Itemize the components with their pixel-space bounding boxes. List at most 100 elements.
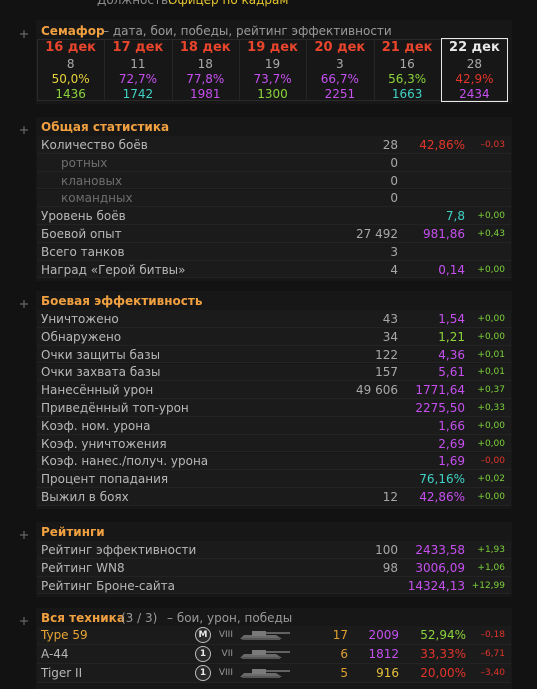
mastery-badge: 1 [195, 665, 211, 681]
stat-value: 1,69 [438, 454, 465, 469]
stat-delta: –0,00 [480, 456, 505, 467]
plus [20, 126, 28, 134]
expand-icon [20, 27, 28, 38]
stat-value: 42,86% [419, 490, 465, 504]
header-value: Офицер по кадрам [168, 0, 289, 7]
day-rating: 1742 [122, 87, 154, 101]
day-wins: 66,7% [320, 72, 359, 86]
expand-icon [20, 528, 28, 539]
stat-label: Выжил в боях [41, 490, 129, 504]
vehicle-count: (3 / 3) [121, 611, 158, 625]
stat-row [37, 399, 511, 417]
tank-icon [236, 647, 292, 661]
stat-row [37, 242, 511, 261]
day-date: 19 дек [247, 40, 298, 55]
day-rating: 1436 [55, 87, 86, 101]
stat-label: Коэф. уничтожения [41, 436, 167, 451]
vehicle-name: Tiger II [41, 666, 83, 680]
day-battles: 19 [264, 57, 281, 71]
vehicle-tier: VII [221, 649, 233, 659]
stat-value: 14324,13 [407, 578, 465, 593]
stat-label: Рейтинг Броне-сайта [41, 578, 176, 593]
expand-icon [20, 614, 28, 625]
mastery-text: M [198, 630, 208, 640]
stat-delta: +0,02 [477, 474, 505, 485]
section-title: Боевая эффективность [41, 294, 203, 308]
stat-label: Очки защиты базы [41, 347, 161, 362]
stat-delta: +0,43 [477, 229, 505, 239]
stat-delta: +0,01 [477, 349, 505, 360]
stat-value: 2433,58 [415, 543, 465, 557]
stat-label: Обнаружено [41, 329, 122, 344]
stat-label: Очки захвата базы [41, 365, 161, 380]
stat-row [37, 225, 511, 243]
vehicle-name: Type 59 [41, 628, 88, 642]
stat-label: Нанесённый урон [41, 383, 154, 398]
stat-label: Рейтинг WN8 [41, 560, 125, 575]
stat-row [37, 207, 511, 226]
semaphore-panel [36, 20, 512, 104]
tank-silhouette [240, 650, 290, 659]
stat-row [37, 171, 511, 190]
stat-row [37, 345, 511, 364]
current-day-box [440, 38, 509, 102]
vehicle-damage: 1812 [368, 647, 399, 661]
tank-icon [236, 628, 292, 642]
stat-value: 1,66 [438, 418, 465, 433]
stat-row [37, 541, 511, 559]
stat-label: Боевой опыт [41, 227, 122, 241]
stat-row [37, 381, 511, 400]
stat-delta: +0,37 [477, 385, 505, 396]
vehicle-damage: 2009 [368, 628, 399, 642]
stat-delta: +0,00 [477, 211, 505, 222]
tank-silhouette [240, 631, 290, 640]
vehicle-damage: 916 [376, 666, 399, 680]
stat-row [37, 434, 511, 453]
stat-value: 76,16% [419, 472, 465, 487]
stat-row [37, 260, 511, 279]
stat-value: 7,8 [445, 209, 465, 224]
stat-row [37, 363, 511, 382]
section-subtitle: – бои, урон, победы [167, 611, 293, 625]
vehicle-battles: 6 [340, 647, 348, 661]
day-battles: 18 [197, 57, 213, 71]
vehicle-delta: –6,71 [480, 649, 505, 659]
day-wins: 77,8% [186, 72, 225, 86]
stat-value: 1,54 [438, 312, 465, 326]
stat-count: 49 606 [356, 383, 398, 398]
stat-value: 1771,64 [415, 383, 465, 398]
stat-value: 2,69 [438, 436, 465, 451]
vehicle-winrate: 33,33% [420, 647, 466, 661]
stat-label: Приведённый топ-урон [41, 401, 189, 415]
tank-icon [236, 666, 292, 680]
stat-delta: +1,06 [477, 562, 505, 573]
stat-row [37, 470, 511, 489]
stat-value: 3006,09 [415, 560, 465, 575]
stat-row [37, 310, 511, 328]
column-divider [306, 40, 308, 100]
stat-row [37, 558, 511, 577]
stat-label: Рейтинг эффективности [41, 543, 197, 557]
column-divider [373, 40, 375, 100]
day-date: 21 дек [381, 40, 433, 55]
column-divider [171, 40, 173, 100]
stat-count: 0 [390, 173, 398, 188]
section-title: Общая статистика [41, 120, 170, 134]
expand-icon [20, 297, 28, 308]
stat-value: 42,86% [419, 138, 465, 152]
stat-count: 34 [382, 329, 398, 344]
stat-value: 1,21 [438, 329, 465, 344]
mastery-badge: M [195, 627, 211, 643]
stat-count: 0 [390, 155, 398, 170]
vehicle-tier: VIII [218, 668, 233, 678]
tank-silhouette [240, 669, 290, 678]
stat-count: 28 [382, 138, 398, 152]
day-date: 16 дек [45, 40, 97, 55]
stat-row [37, 136, 511, 154]
day-battles: 11 [130, 57, 146, 71]
stat-delta: +0,01 [477, 367, 505, 378]
day-date: 20 дек [314, 40, 366, 55]
section-subtitle: – дата, бои, победы, рейтинг эффективнос… [103, 24, 392, 38]
plus [20, 300, 28, 308]
day-battles: 3 [336, 57, 344, 71]
